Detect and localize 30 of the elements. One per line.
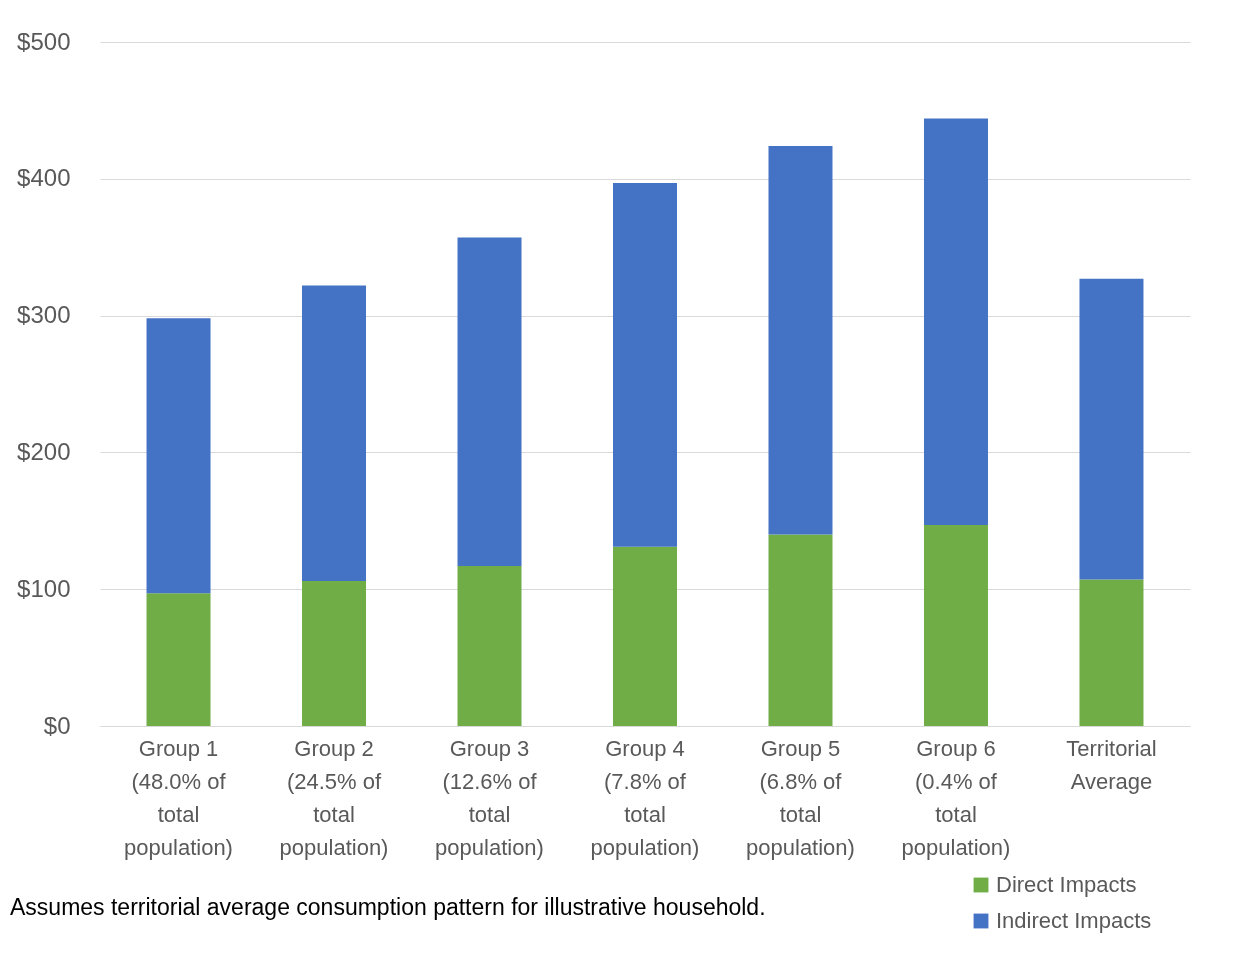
bar [923, 118, 988, 525]
y-tick-label: $100 [17, 574, 71, 602]
bar [1079, 278, 1144, 580]
bar [923, 524, 988, 726]
bar [302, 580, 367, 726]
bar [457, 237, 522, 566]
bar [146, 318, 211, 594]
y-tick-label: $200 [17, 437, 71, 465]
x-tick-label: Group 1 (48.0% of total population) [124, 735, 233, 860]
x-tick-label: Group 4 (7.8% of total population) [590, 735, 700, 860]
bar [146, 593, 211, 726]
text: Assumes territorial average consumption pattern for illustrative household. [10, 894, 766, 920]
y-tick-label: $300 [17, 301, 71, 329]
y-tick-label: $400 [17, 164, 71, 192]
legend-label: Direct Impacts [996, 872, 1137, 897]
bar [1079, 579, 1144, 726]
x-tick-label: Group 3 (12.6% of total population) [435, 735, 544, 860]
bar [613, 182, 677, 547]
x-tick-label: Group 2 (24.5% of total population) [279, 735, 389, 860]
bar [457, 565, 522, 726]
y-tick-label: $0 [43, 711, 71, 739]
bar [768, 145, 833, 535]
bar [768, 534, 833, 726]
x-tick-label: Group 5 (6.8% of total population) [746, 735, 855, 860]
x-tick-label: Territorial Average [1066, 735, 1157, 794]
bar [613, 546, 677, 726]
y-tick-label: $500 [17, 27, 71, 55]
legend-label: Indirect Impacts [996, 908, 1152, 933]
x-tick-label: Group 6 (0.4% of total population) [901, 735, 1011, 860]
bar [302, 285, 367, 581]
